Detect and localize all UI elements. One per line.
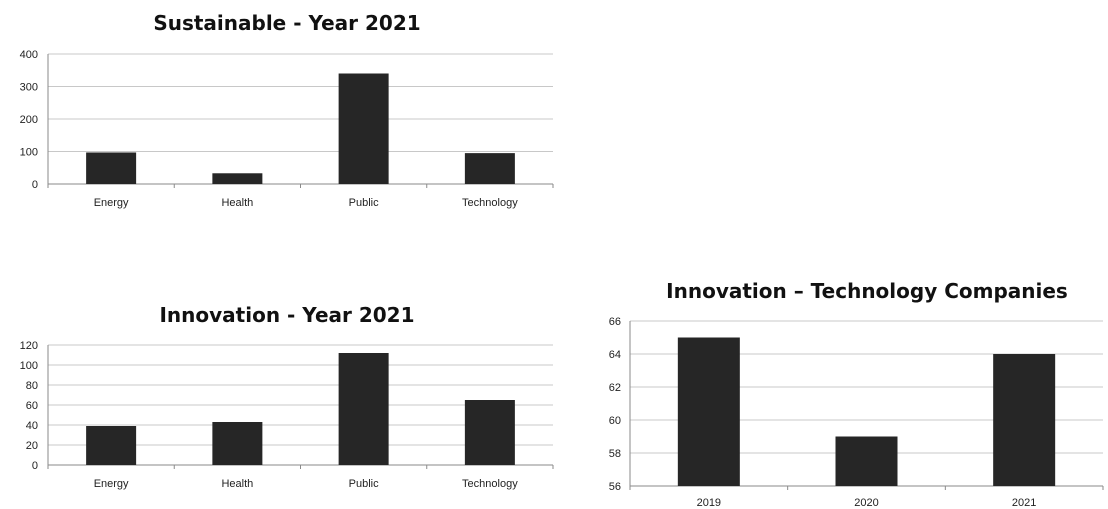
y-tick-label: 0 — [32, 179, 38, 191]
y-tick-label: 0 — [32, 460, 38, 472]
bar-2020 — [835, 436, 898, 486]
bar-health — [212, 173, 263, 184]
y-tick-label: 80 — [26, 380, 38, 392]
bar-health — [212, 422, 263, 465]
x-category-label: 2020 — [854, 497, 878, 509]
x-category-label: 2019 — [697, 497, 721, 509]
bar-2019 — [677, 337, 740, 486]
y-tick-label: 100 — [20, 147, 38, 159]
x-category-label: Health — [221, 197, 253, 209]
x-category-label: 2021 — [1012, 497, 1036, 509]
y-tick-label: 40 — [26, 420, 38, 432]
y-tick-label: 100 — [20, 360, 38, 372]
sustainable-chart-svg: Sustainable - Year 2021 0 100 200 300 400 Ener… — [20, 11, 554, 209]
x-category-label: Technology — [462, 478, 518, 490]
chart-title: Sustainable - Year 2021 — [153, 11, 420, 35]
y-tick-label: 64 — [609, 349, 621, 361]
x-category-label: Public — [349, 197, 379, 209]
y-tick-label: 66 — [609, 316, 621, 328]
innovation-tech-chart-svg: Innovation – Technology Companies 56 58 60 6… — [609, 279, 1104, 509]
x-category-label: Public — [349, 478, 379, 490]
bar-technology — [464, 400, 515, 465]
chart-innovation-2021: Innovation - Year 2021 0 20 40 60 80 100 120 Ene… — [0, 290, 580, 505]
bar-public — [338, 73, 389, 184]
y-tick-label: 56 — [609, 481, 621, 493]
chart-sustainable-2021: Sustainable - Year 2021 0 100 200 300 400 Ener… — [0, 0, 580, 220]
x-category-label: Health — [221, 478, 253, 490]
x-category-label: Energy — [94, 197, 129, 209]
chart-title: Innovation - Year 2021 — [159, 303, 414, 327]
y-tick-label: 60 — [26, 400, 38, 412]
y-tick-label: 58 — [609, 448, 621, 460]
y-tick-label: 20 — [26, 440, 38, 452]
innovation-chart-svg: Innovation - Year 2021 0 20 40 60 80 100 120 Ene… — [20, 303, 554, 490]
y-tick-label: 62 — [609, 382, 621, 394]
bar-energy — [86, 426, 137, 465]
chart-innovation-technology-companies: Innovation – Technology Companies 56 58 60 6… — [585, 268, 1105, 509]
bar-2021 — [993, 354, 1056, 486]
bar-technology — [464, 153, 515, 184]
y-tick-label: 300 — [20, 82, 38, 94]
x-category-label: Energy — [94, 478, 129, 490]
x-category-label: Technology — [462, 197, 518, 209]
y-tick-label: 200 — [20, 114, 38, 126]
chart-title: Innovation – Technology Companies — [666, 279, 1068, 303]
y-tick-label: 120 — [20, 340, 38, 352]
bar-public — [338, 353, 389, 465]
y-tick-label: 60 — [609, 415, 621, 427]
y-tick-label: 400 — [20, 49, 38, 61]
bar-energy — [86, 152, 137, 184]
